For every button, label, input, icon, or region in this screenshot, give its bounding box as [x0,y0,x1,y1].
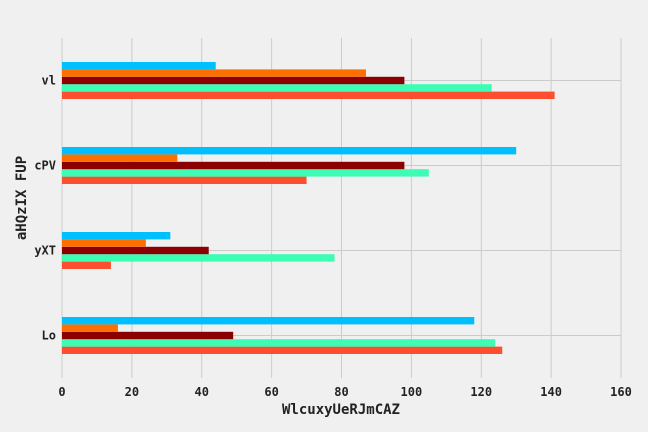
bar [62,176,307,184]
y-tick-label: yXT [34,244,56,258]
y-tick-label: cPV [34,159,56,173]
bar [62,76,405,85]
bar [62,62,216,70]
bar [62,331,234,340]
bar [62,69,366,77]
y-tick-label: vl [42,74,56,88]
x-tick-label: 120 [470,385,492,399]
x-tick-label: 100 [401,385,423,399]
bar [62,91,555,99]
x-tick-label: 20 [125,385,139,399]
bar [62,239,146,247]
x-tick-label: 40 [195,385,209,399]
x-tick-label: 0 [58,385,65,399]
bar [62,169,429,177]
y-tick-labels: Lo yXT cPV vl [34,74,56,343]
y-tick-label: Lo [42,329,56,343]
bar [62,346,503,354]
x-tick-labels: 0 20 40 60 80 100 120 140 160 [58,385,631,399]
x-tick-label: 80 [334,385,348,399]
bar [62,324,118,332]
bar [62,254,335,262]
bar [62,339,496,347]
x-tick-label: 140 [540,385,562,399]
bar [62,161,405,170]
x-axis-label: WlcuxyUeRJmCAZ [282,402,400,418]
x-tick-label: 60 [264,385,278,399]
bar [62,154,178,162]
bars [62,62,555,354]
bar [62,232,171,240]
bar [62,84,492,92]
x-tick-label: 160 [610,385,632,399]
y-axis-label: aHQzIX FUP [14,156,30,240]
bar [62,147,517,155]
bar [62,261,111,269]
bar [62,246,209,255]
bar [62,317,475,325]
